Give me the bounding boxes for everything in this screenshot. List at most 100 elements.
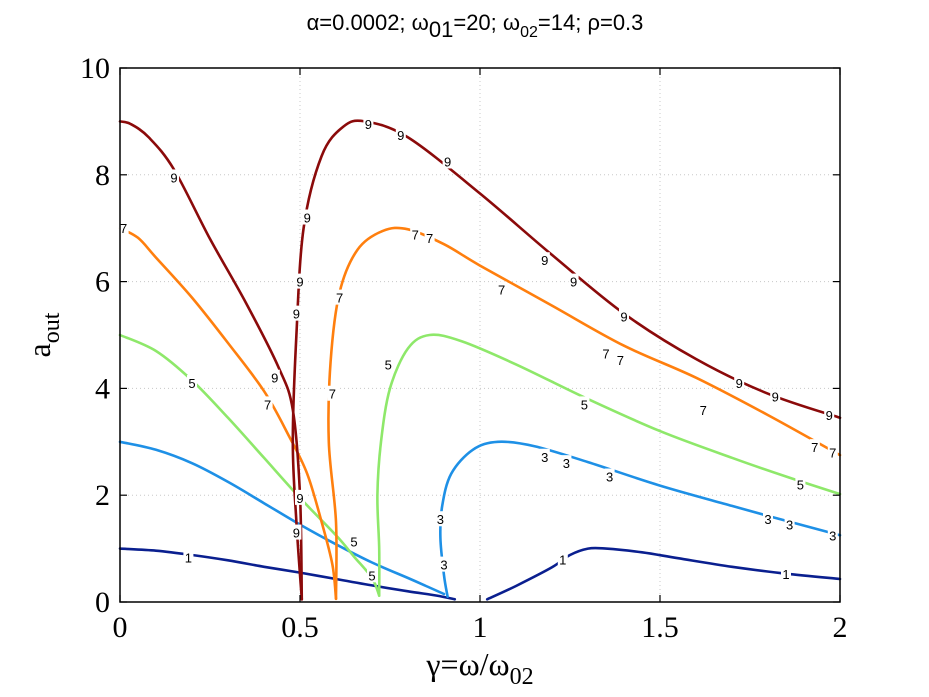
contour-label-3: 3 [563, 456, 570, 471]
contour-label-background [784, 516, 795, 532]
chart-title: α=0.0002; ω01=20; ω02=14; ρ=0.3 [307, 10, 644, 42]
contour-label-1: 1 [185, 551, 192, 566]
x-tick-label: 0 [113, 611, 128, 644]
contour-label-background [795, 476, 806, 492]
contour-label-9: 9 [170, 170, 177, 185]
contour-label-background [269, 369, 280, 385]
title-omega02-subscript: 02 [520, 24, 538, 41]
contour-line-3-segment-2 [439, 440, 842, 598]
contour-label-background [334, 289, 345, 305]
contour-line-1-segment-1 [118, 547, 457, 601]
x-tick-label: 1 [473, 611, 488, 644]
contour-label-7: 7 [602, 347, 609, 362]
contour-label-9: 9 [444, 154, 451, 169]
contour-label-7: 7 [264, 397, 271, 412]
contour-label-5: 5 [385, 357, 392, 372]
contour-label-9: 9 [293, 526, 300, 541]
contour-label-background [291, 524, 302, 540]
contour-label-7: 7 [498, 283, 505, 298]
title-omega02-value: =14; [538, 10, 581, 35]
x-tick-label: 0.5 [281, 611, 319, 644]
contour-label-9: 9 [296, 275, 303, 290]
contour-label-3: 3 [829, 528, 836, 543]
contour-label-background [439, 556, 449, 572]
contour-label-background [169, 169, 179, 185]
contour-line-5-segment-2 [376, 333, 842, 597]
x-tick-label: 2 [833, 611, 848, 644]
contour-label-7: 7 [412, 228, 419, 243]
contour-line-7-segment-1 [118, 226, 338, 601]
contour-label-9: 9 [296, 491, 303, 506]
y-axis-label-main: a [21, 343, 57, 357]
contour-label-background [496, 281, 507, 297]
y-tick-label: 10 [80, 52, 110, 85]
contour-label-9: 9 [397, 128, 404, 143]
axis-ticks: 0 0.5 1 1.5 2 0 2 4 6 8 10 [80, 52, 848, 644]
contour-label-background [827, 444, 838, 460]
contour-label-background [295, 489, 305, 505]
contour-label-9: 9 [293, 307, 300, 322]
y-tick-label: 2 [95, 479, 110, 512]
contour-line-5-segment-1 [118, 333, 381, 597]
contour-label-5: 5 [350, 535, 357, 550]
contour-line-9-segment-2 [291, 119, 842, 601]
contour-label-background [363, 116, 374, 132]
title-omega02-symbol: ω [503, 10, 520, 35]
contour-label-9: 9 [826, 408, 833, 423]
y-tick-label: 6 [95, 266, 110, 299]
contour-label-background [424, 229, 435, 245]
contour-label-1: 1 [559, 552, 566, 567]
contour-label-background [291, 305, 302, 321]
contour-label-background [295, 273, 305, 289]
contour-label-7: 7 [700, 403, 707, 418]
contour-label-background [410, 226, 421, 242]
contour-curves [118, 119, 842, 601]
contour-label-background [349, 533, 359, 549]
contour-label-background [557, 551, 568, 567]
x-axis-label-subscript: 02 [510, 664, 534, 690]
contour-label-9: 9 [570, 275, 577, 290]
contour-label-7: 7 [426, 231, 433, 246]
x-axis-label: γ=ω/ω02 [425, 646, 533, 690]
title-omega01-subscript: 01 [429, 17, 453, 42]
contour-label-5: 5 [368, 568, 375, 583]
contour-label-background [827, 527, 838, 543]
contour-label-9: 9 [620, 309, 627, 324]
contour-label-background [395, 126, 406, 142]
contour-label-background [601, 345, 611, 361]
contour-label-background [568, 273, 579, 289]
y-axis-label: aout [21, 312, 65, 357]
contour-label-background [327, 385, 338, 401]
contour-label-background [262, 396, 273, 412]
contour-label-3: 3 [440, 558, 447, 573]
contour-label-background [734, 375, 745, 391]
contour-label-7: 7 [811, 440, 818, 455]
y-tick-label: 0 [95, 586, 110, 619]
contour-label-background [770, 388, 781, 404]
contour-label-background [561, 455, 572, 471]
contour-label-9: 9 [271, 371, 278, 386]
x-tick-label: 1.5 [641, 611, 679, 644]
contour-label-9: 9 [304, 211, 311, 226]
contour-label-background [539, 252, 550, 268]
contour-label-background [615, 352, 626, 368]
title-omega01-value: =20; [453, 10, 496, 35]
contour-label-background [698, 401, 709, 417]
contour-label-7: 7 [617, 353, 624, 368]
contour-label-3: 3 [606, 470, 613, 485]
contour-label-background [442, 153, 453, 169]
contour-label-background [183, 549, 194, 565]
contour-label-7: 7 [329, 387, 336, 402]
contour-label-background [118, 220, 129, 236]
y-tick-label: 4 [95, 372, 110, 405]
contour-label-background [604, 468, 615, 484]
contour-label-5: 5 [188, 376, 195, 391]
title-omega01-symbol: ω [412, 10, 429, 35]
contour-label-9: 9 [736, 376, 743, 391]
contour-label-9: 9 [365, 117, 372, 132]
contour-label-5: 5 [797, 478, 804, 493]
contour-label-background [539, 448, 550, 464]
contour-label-7: 7 [829, 445, 836, 460]
contour-label-background [763, 511, 773, 527]
